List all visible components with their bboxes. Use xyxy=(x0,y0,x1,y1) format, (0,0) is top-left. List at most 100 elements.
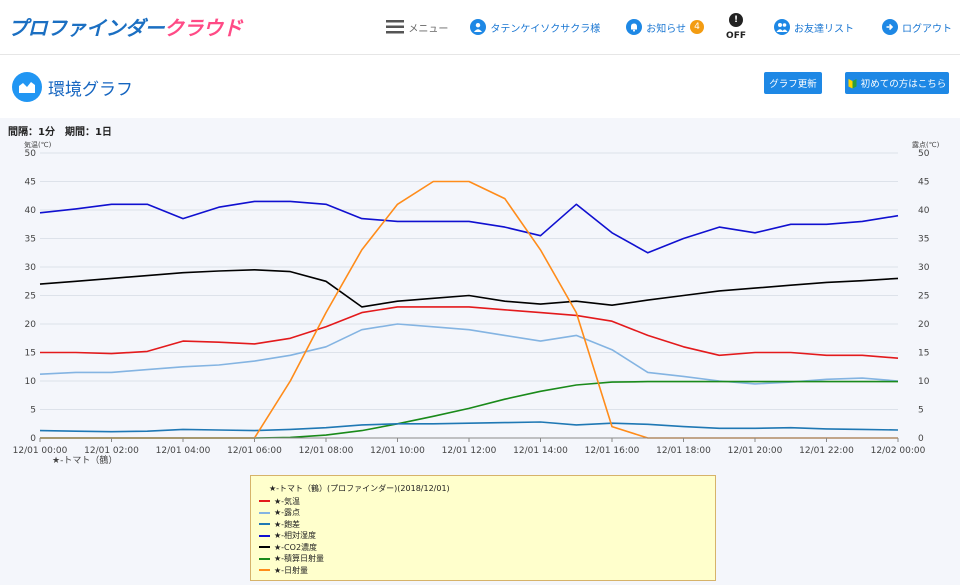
legend-item[interactable]: ★-飽差 xyxy=(259,519,300,529)
x-tick-label: 12/01 18:00 xyxy=(656,446,711,456)
friends-link[interactable]: お友達リスト xyxy=(774,19,854,35)
y-tick-left: 0 xyxy=(30,434,36,444)
series-line xyxy=(39,421,899,433)
y-tick-left: 30 xyxy=(25,263,37,273)
alert-off-toggle[interactable]: ! OFF xyxy=(726,13,746,41)
x-tick-label: 12/01 06:00 xyxy=(227,446,282,456)
y-tick-left: 50 xyxy=(25,149,37,159)
interval-text: 間隔：1分 期間：1日 xyxy=(8,127,112,138)
y-tick-right: 0 xyxy=(918,434,924,444)
series-line xyxy=(39,269,899,308)
notice-label: お知らせ xyxy=(646,23,687,35)
legend-swatch xyxy=(259,511,270,514)
legend-label: ★-飽差 xyxy=(274,519,301,529)
legend-item[interactable]: ★-露点 xyxy=(259,508,300,518)
graph-icon xyxy=(12,72,42,102)
legend-item[interactable]: ★-日射量 xyxy=(259,565,308,575)
y-tick-left: 20 xyxy=(25,320,37,330)
graph-update-button[interactable]: グラフ更新 xyxy=(764,72,822,94)
x-tick-label: 12/01 20:00 xyxy=(728,446,783,456)
y-axis-left-label: 気温(℃) xyxy=(24,140,52,149)
y-tick-left: 45 xyxy=(25,178,36,188)
legend-swatch xyxy=(259,546,270,548)
beginner-mark-icon xyxy=(848,78,857,88)
menu-label: メニュー xyxy=(408,23,449,35)
x-tick-label: 12/01 10:00 xyxy=(370,446,425,456)
y-tick-right: 35 xyxy=(918,235,929,245)
y-tick-left: 10 xyxy=(25,377,37,387)
legend-label: ★-気温 xyxy=(274,496,301,506)
off-label: OFF xyxy=(726,31,746,41)
legend-item[interactable]: ★-積算日射量 xyxy=(259,554,324,564)
legend-swatch xyxy=(259,500,270,502)
legend-swatch xyxy=(259,534,270,537)
x-tick-label: 12/01 16:00 xyxy=(585,446,640,456)
title-row: 環境グラフ グラフ更新 初めての方はこちら xyxy=(0,62,960,112)
notice-count-badge: 4 xyxy=(690,20,705,34)
y-axis-right-label: 露点(℃) xyxy=(912,141,940,149)
x-tick-label: 12/01 12:00 xyxy=(442,446,497,456)
x-tick-label: 12/01 02:00 xyxy=(84,446,139,456)
app-logo[interactable]: プロファインダークラウド xyxy=(8,10,243,42)
y-tick-right: 50 xyxy=(918,149,930,159)
logo-cloud-text: クラウド xyxy=(164,15,243,40)
legend-swatch xyxy=(259,557,270,560)
y-tick-left: 40 xyxy=(25,206,37,216)
legend-swatch xyxy=(259,523,270,525)
y-tick-left: 25 xyxy=(25,292,36,302)
hamburger-icon xyxy=(386,20,405,34)
legend-title: ★-トマト（鶴）(プロファインダー)(2018/12/01) xyxy=(269,484,450,493)
x-tick-label: 12/01 00:00 xyxy=(13,446,68,456)
y-tick-left: 35 xyxy=(25,235,36,245)
chart-legend: ★-トマト（鶴）(プロファインダー)(2018/12/01) ★-気温 ★-露点 ★… xyxy=(250,475,716,581)
y-tick-right: 10 xyxy=(918,377,930,387)
series-line xyxy=(39,200,899,254)
x-tick-label: 12/01 22:00 xyxy=(799,446,854,456)
legend-item[interactable]: ★-相対湿度 xyxy=(259,531,316,541)
help-button[interactable]: 初めての方はこちら xyxy=(845,72,949,94)
x-tick-label: 12/02 00:00 xyxy=(871,446,926,456)
user-icon xyxy=(470,19,487,35)
menu-button[interactable]: メニュー xyxy=(386,20,448,35)
top-nav: メニュー タテンケイソクサクラ様 お知らせ 4 ! OFF お友達リスト ログア… xyxy=(386,12,952,42)
legend-swatch xyxy=(259,569,270,571)
legend-item[interactable]: ★-CO2濃度 xyxy=(259,542,317,552)
x-tick-label: 12/01 14:00 xyxy=(513,446,568,456)
y-tick-left: 5 xyxy=(30,406,36,416)
y-tick-right: 5 xyxy=(918,406,924,416)
help-button-label: 初めての方はこちら xyxy=(860,79,947,90)
legend-label: ★-積算日射量 xyxy=(274,554,325,563)
logout-icon xyxy=(882,19,898,35)
x-tick-label: 12/01 04:00 xyxy=(156,446,211,456)
y-tick-left: 15 xyxy=(25,349,36,359)
environment-chart: 気温(℃) 露点(℃) 0 0 5 5 10 10 15 15 20 20 25 25 30 30 35 35… xyxy=(13,140,940,466)
logout-link[interactable]: ログアウト xyxy=(882,19,952,35)
legend-label: ★-露点 xyxy=(274,508,301,517)
legend-label: ★-相対湿度 xyxy=(274,531,317,540)
friends-label: お友達リスト xyxy=(794,23,854,35)
user-link[interactable]: タテンケイソクサクラ様 xyxy=(470,19,600,35)
series-line xyxy=(40,306,899,359)
friends-icon xyxy=(774,19,790,35)
logout-label: ログアウト xyxy=(902,23,952,35)
user-label: タテンケイソクサクラ様 xyxy=(490,23,601,35)
logo-main-text: プロファインダー xyxy=(8,15,165,40)
legend-label: ★-日射量 xyxy=(274,565,309,575)
notice-link[interactable]: お知らせ 4 xyxy=(626,19,705,35)
x-axis-sublabel: ★-トマト（鶴） xyxy=(52,454,117,466)
series-line xyxy=(39,323,899,385)
y-tick-right: 15 xyxy=(918,349,929,359)
y-tick-right: 45 xyxy=(918,178,929,188)
bell-icon xyxy=(626,19,643,35)
series-line xyxy=(40,180,898,439)
graph-panel: 間隔：1分 期間：1日 気温(℃) 露点(℃) 0 0 5 5 10 10 15 15 20 20… xyxy=(0,118,960,585)
x-tick-label: 12/01 08:00 xyxy=(299,446,354,456)
page-title: 環境グラフ xyxy=(12,72,133,102)
legend-item[interactable]: ★-気温 xyxy=(259,496,300,506)
y-tick-right: 30 xyxy=(918,263,930,273)
warning-icon: ! xyxy=(729,13,744,27)
legend-label: ★-CO2濃度 xyxy=(274,542,318,552)
y-tick-right: 40 xyxy=(918,206,930,216)
app-header: プロファインダークラウド メニュー タテンケイソクサクラ様 お知らせ 4 ! O… xyxy=(0,0,960,55)
y-tick-right: 25 xyxy=(918,292,929,302)
